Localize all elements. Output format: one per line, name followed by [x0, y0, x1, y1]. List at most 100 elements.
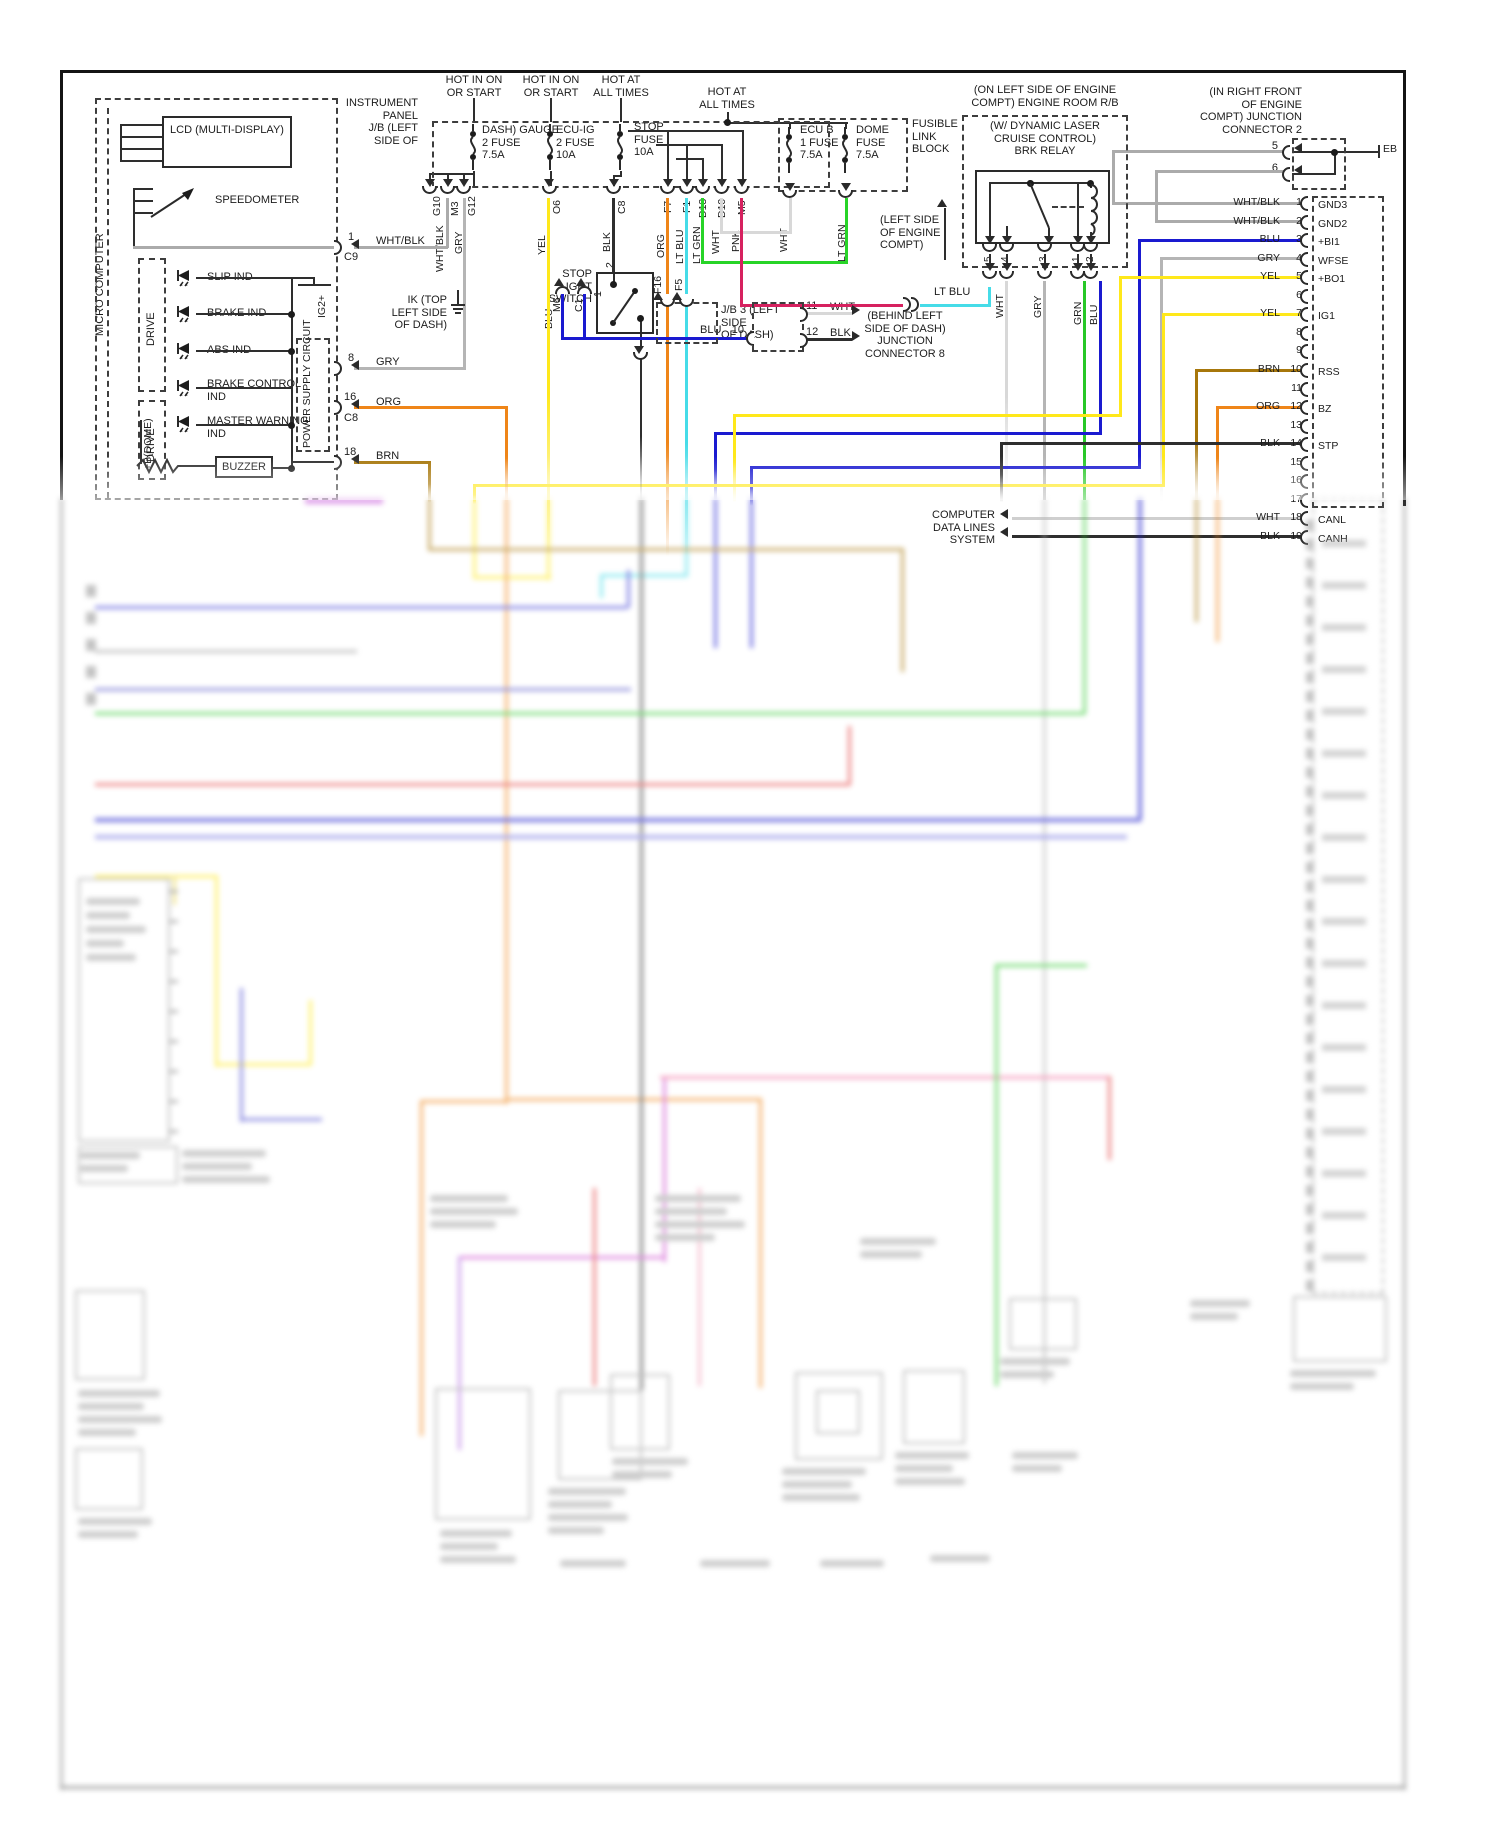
jc2-pin6: 6 [1271, 162, 1278, 174]
wire-blk [550, 98, 552, 122]
connector-arc [633, 352, 648, 360]
blurred-text [820, 1560, 884, 1567]
conn-c8: C8 [616, 200, 628, 214]
arrow-icon [653, 292, 663, 300]
connector-arc [800, 307, 808, 322]
blurred-tick [1306, 577, 1314, 588]
blurred-tick [1306, 558, 1314, 569]
page-border-top [60, 70, 1406, 73]
wire-#ef8518 [666, 198, 669, 294]
pin-wire-color: BLK [1260, 529, 1280, 542]
blurred-wire [627, 570, 630, 608]
blurred-box [610, 1374, 670, 1450]
blurred-text [860, 1238, 936, 1245]
connector-arc [660, 299, 675, 307]
wire-#28d428 [701, 198, 704, 264]
blurred-tick [1322, 1086, 1366, 1093]
conn-g12: G12 [466, 196, 478, 216]
blurred-tick [1306, 957, 1314, 968]
pin-wire-color: YEL [1260, 270, 1280, 283]
wire-blk [473, 98, 475, 122]
wire-blk [1292, 173, 1336, 175]
wire-blk [457, 290, 459, 304]
arrow-icon [852, 331, 860, 341]
wire-blk [612, 198, 615, 272]
blurred-tick [1322, 1002, 1366, 1009]
blurred-text [782, 1494, 860, 1501]
lt-blu-label: LT BLU [934, 286, 971, 298]
wire-blk [620, 171, 622, 177]
blurred-wire [750, 498, 753, 648]
computer-data-lines: COMPUTER DATA LINES SYSTEM [932, 509, 995, 546]
connector-arc [1300, 400, 1308, 416]
pin-number: 12 [1290, 400, 1302, 413]
wire-blk [1077, 254, 1079, 267]
connector-arc [695, 186, 710, 194]
wire-blk [721, 144, 723, 180]
wire-#ababab [1155, 170, 1158, 223]
wire-blk [133, 188, 135, 248]
jb1-box [432, 121, 830, 188]
arrow-icon [682, 179, 692, 187]
wire-blk [613, 272, 615, 284]
blurred-text [560, 1560, 626, 1567]
blurred-tick [1306, 1204, 1314, 1215]
blurred-text [895, 1452, 969, 1459]
wire-#ffe81a [1119, 276, 1304, 279]
junction-dot [610, 281, 617, 288]
arrow-icon [1294, 143, 1302, 153]
wire-blk [1334, 151, 1380, 153]
blurred-tick [1306, 691, 1314, 702]
blurred-box [435, 1388, 531, 1520]
blurred-tick [1322, 666, 1366, 673]
blurred-text [78, 1531, 138, 1538]
blurred-tick [168, 980, 178, 983]
blurred-wire [547, 498, 550, 580]
blurred-tick [1322, 624, 1366, 631]
wire-blk [1044, 254, 1046, 267]
blurred-text [782, 1481, 852, 1488]
wire-blk [845, 122, 847, 129]
blurred-wire [1043, 498, 1046, 1384]
blurred-text [895, 1478, 965, 1485]
blurred-wire [505, 1098, 761, 1101]
blurred-tick [168, 1040, 178, 1043]
blurred-tick [1306, 938, 1314, 949]
wire-blk [620, 98, 622, 122]
blurred-text [440, 1543, 498, 1550]
blurred-text [430, 1208, 518, 1215]
arrow-icon [841, 183, 851, 191]
pin-terminal-label: BZ [1318, 403, 1332, 416]
fuse-dome: DOME FUSE 7.5A [856, 124, 889, 161]
fuse-gauge: DASH) GAUGE 2 FUSE 7.5A [482, 124, 560, 161]
connector-arc [714, 186, 729, 194]
connector-arc [1083, 271, 1098, 279]
wire-blk [1012, 535, 1304, 538]
wire-blk [120, 124, 162, 126]
connector-arc [1300, 437, 1308, 453]
arrow-icon [672, 292, 682, 300]
wire-blk [107, 108, 109, 498]
junction-dot [288, 422, 295, 429]
blurred-text [86, 898, 140, 905]
connector-arc [1300, 214, 1308, 230]
connector-arc [679, 186, 694, 194]
blurred-wire [640, 498, 643, 1390]
connector-arc [1300, 233, 1308, 249]
blurred-wire [60, 498, 63, 1790]
blurred-tick [1322, 1212, 1366, 1219]
blurred-wire [685, 498, 688, 576]
blurred-wire [1195, 498, 1198, 622]
wire-#ef8518 [1216, 406, 1304, 409]
lcd-label: LCD (MULTI-DISPLAY) [170, 124, 284, 136]
arrow-icon [985, 263, 995, 271]
meter-pin1-color: WHT/BLK [376, 235, 425, 247]
wire-blk [196, 424, 292, 426]
blurred-tick [1322, 960, 1366, 967]
wire-blk [1334, 151, 1336, 175]
blurred-text [80, 1152, 140, 1159]
blurred-wire [95, 783, 850, 786]
blurred-text [612, 1458, 688, 1465]
wire-blk [453, 308, 463, 310]
arrow-icon [1073, 263, 1083, 271]
